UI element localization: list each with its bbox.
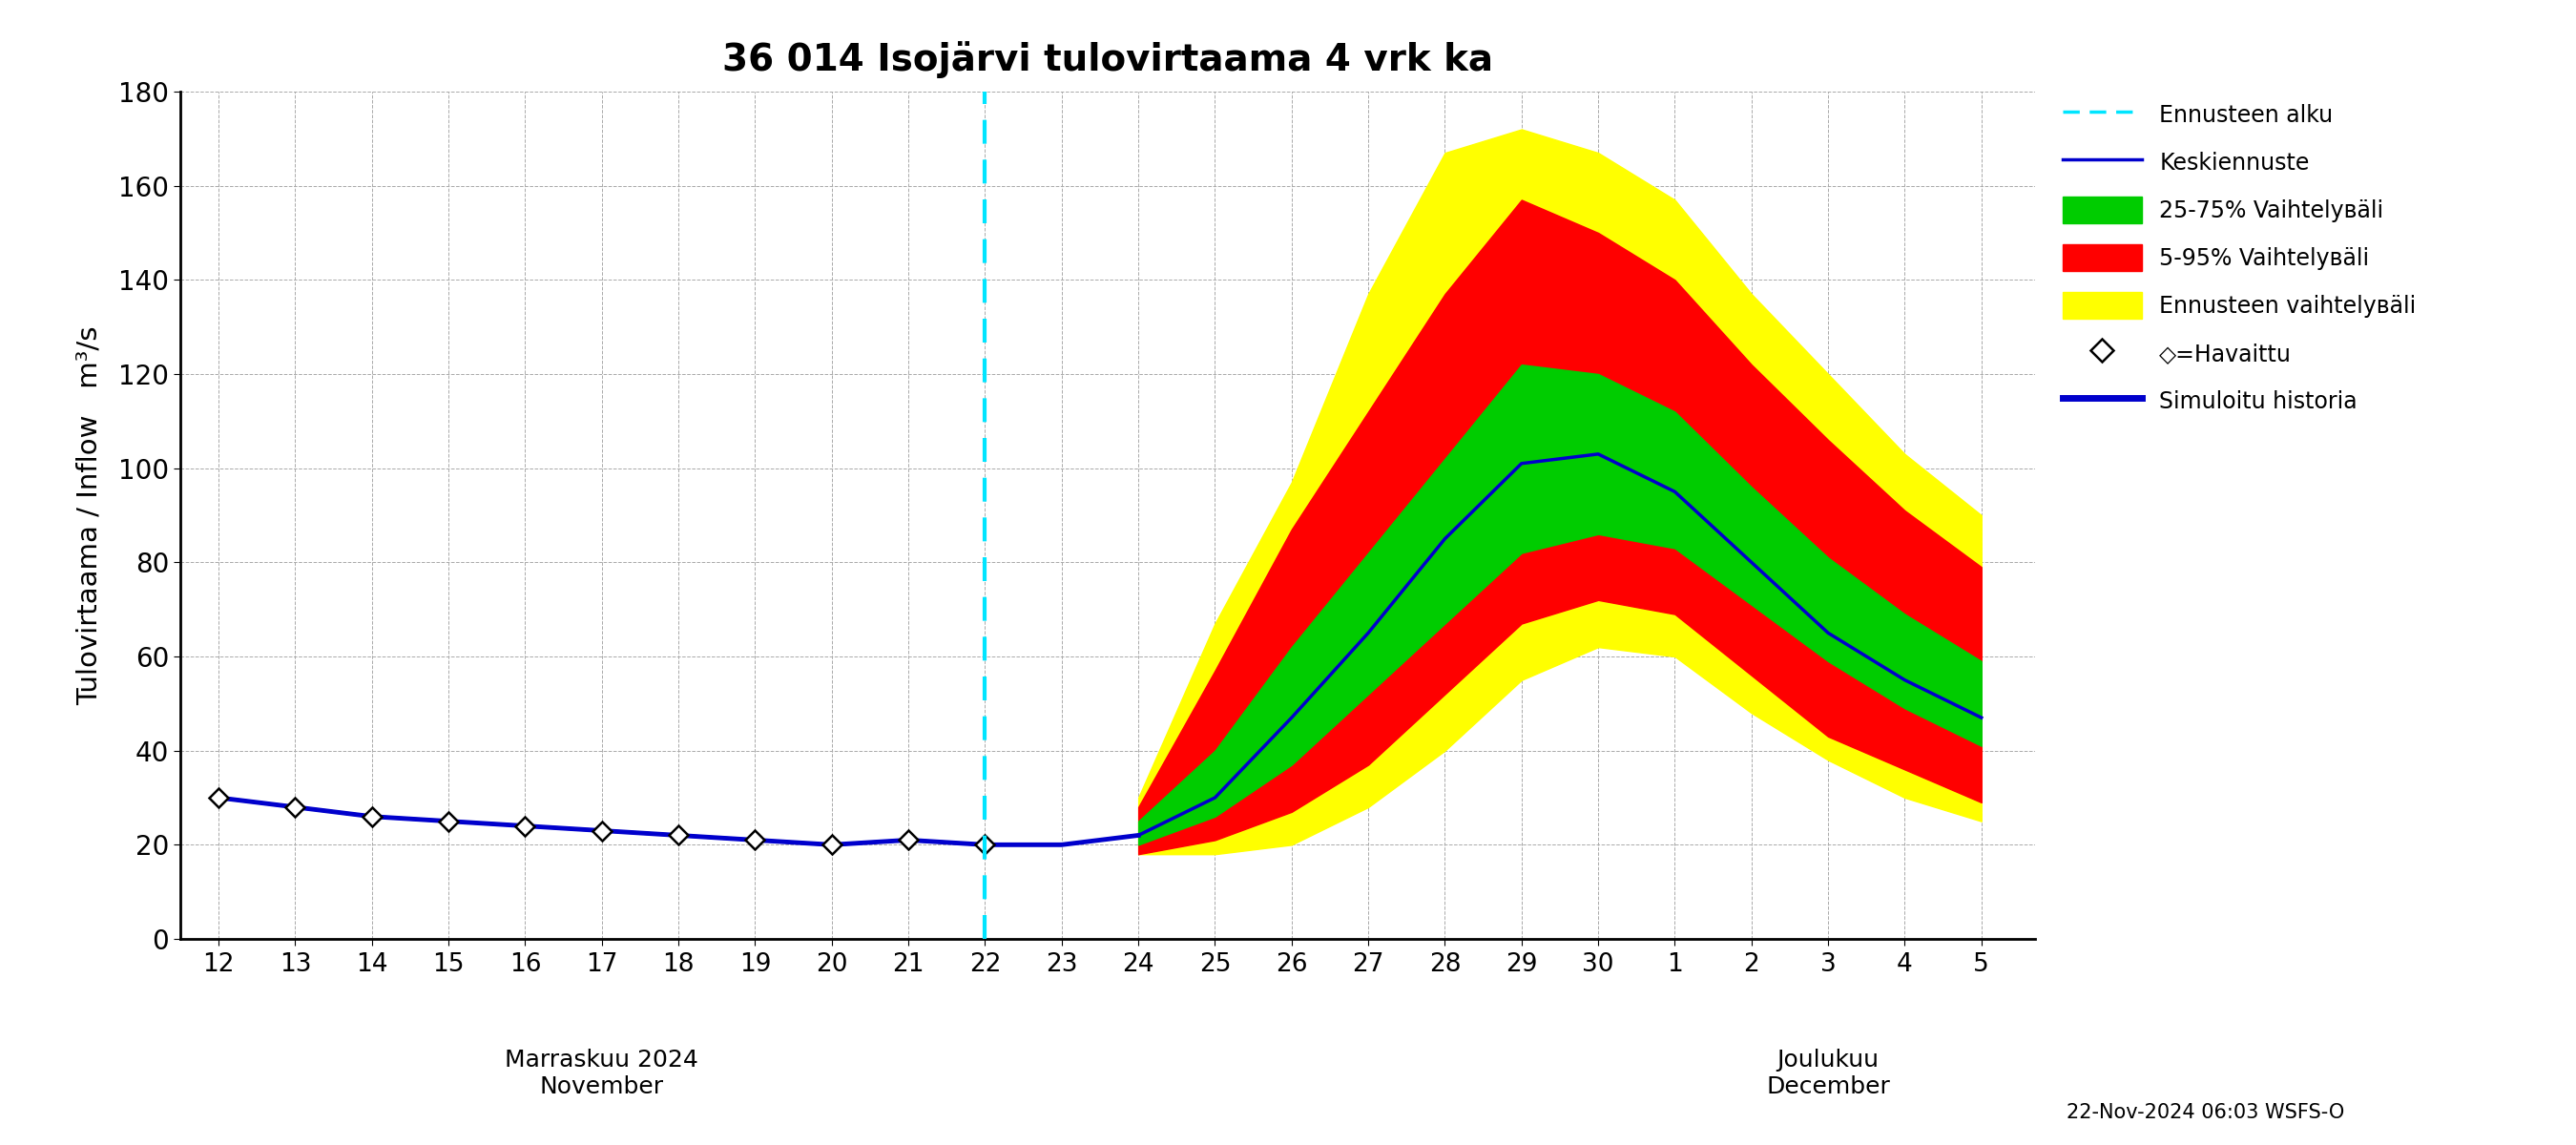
Text: 22-Nov-2024 06:03 WSFS-O: 22-Nov-2024 06:03 WSFS-O [2066,1103,2344,1122]
Text: Joulukuu
December: Joulukuu December [1767,1049,1891,1098]
Text: Marraskuu 2024
November: Marraskuu 2024 November [505,1049,698,1098]
Legend: Ennusteen alku, Keskiennuste, 25-75% Vaihtelувäli, 5-95% Vaihtelувäli, Ennusteen: Ennusteen alku, Keskiennuste, 25-75% Vai… [2053,92,2427,424]
Y-axis label: Tulovirtaama / Inflow   m³/s: Tulovirtaama / Inflow m³/s [75,325,103,705]
Title: 36 014 Isojärvi tulovirtaama 4 vrk ka: 36 014 Isojärvi tulovirtaama 4 vrk ka [721,41,1494,78]
